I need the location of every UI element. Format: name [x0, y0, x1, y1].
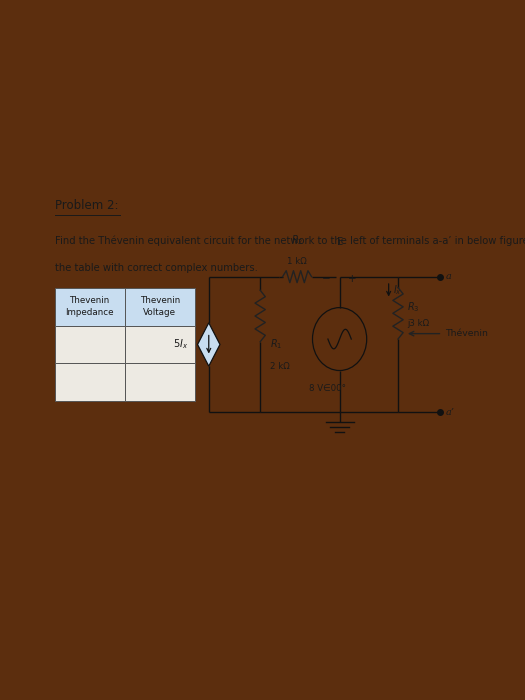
Bar	[55, 326, 124, 363]
Text: Find the Thévenin equivalent circuit for the network to the left of terminals a-: Find the Thévenin equivalent circuit for…	[55, 236, 525, 246]
Text: $R_3$: $R_3$	[407, 300, 420, 314]
Text: Problem 2:: Problem 2:	[55, 199, 118, 212]
Text: Thevenin
Impedance: Thevenin Impedance	[66, 297, 114, 316]
Text: Thévenin: Thévenin	[445, 329, 488, 338]
Text: $R_2$: $R_2$	[291, 233, 303, 247]
Bar	[124, 326, 195, 363]
Bar	[124, 288, 195, 326]
Text: 1 kΩ: 1 kΩ	[287, 257, 307, 266]
Text: j3 kΩ: j3 kΩ	[407, 318, 429, 328]
Bar	[55, 288, 124, 326]
Text: 2 kΩ: 2 kΩ	[269, 362, 289, 371]
Polygon shape	[197, 323, 220, 366]
Text: $I_x$: $I_x$	[393, 284, 402, 297]
Text: the table with correct complex numbers.: the table with correct complex numbers.	[55, 263, 257, 273]
Text: +: +	[349, 274, 357, 284]
Text: E: E	[337, 237, 343, 247]
Bar	[55, 363, 124, 402]
Text: a’: a’	[446, 408, 455, 416]
Bar	[124, 363, 195, 402]
Text: 8 V∈00°: 8 V∈00°	[309, 384, 346, 393]
Text: −: −	[322, 274, 331, 284]
Text: a: a	[446, 272, 451, 281]
Text: Thevenin
Voltage: Thevenin Voltage	[140, 297, 180, 316]
Text: $R_1$: $R_1$	[269, 337, 282, 351]
Text: $5I_x$: $5I_x$	[173, 337, 188, 351]
